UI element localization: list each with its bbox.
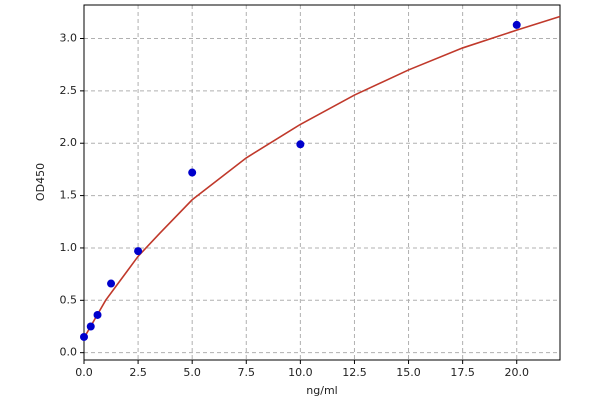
y-tick-label: 0.5 [60,293,78,306]
x-tick-label: 12.5 [342,366,367,379]
x-tick-label: 0.0 [75,366,93,379]
x-tick-label: 7.5 [238,366,256,379]
x-tick-label: 20.0 [504,366,529,379]
x-tick-label: 10.0 [288,366,313,379]
data-point [134,247,143,256]
y-tick-label: 2.0 [60,136,78,149]
data-point [188,168,197,177]
plot-frame [83,4,561,361]
data-point [80,332,88,341]
y-tick-label: 1.0 [60,241,78,254]
y-tick-label: 0.0 [60,346,78,359]
x-tick-label: 5.0 [183,366,201,379]
data-point [296,140,305,149]
y-tick-label: 3.0 [60,32,78,45]
data-point [512,20,521,29]
x-tick-label: 17.5 [450,366,475,379]
data-point [86,322,95,331]
data-point [93,310,102,319]
y-tick-label: 2.5 [60,84,78,97]
fit-curve [83,15,561,339]
x-tick-label: 2.5 [129,366,147,379]
x-axis-label: ng/ml [306,384,337,397]
y-axis-label: OD450 [34,163,47,201]
x-tick-label: 15.0 [396,366,421,379]
y-tick-label: 1.5 [60,189,78,202]
data-point [107,279,116,288]
